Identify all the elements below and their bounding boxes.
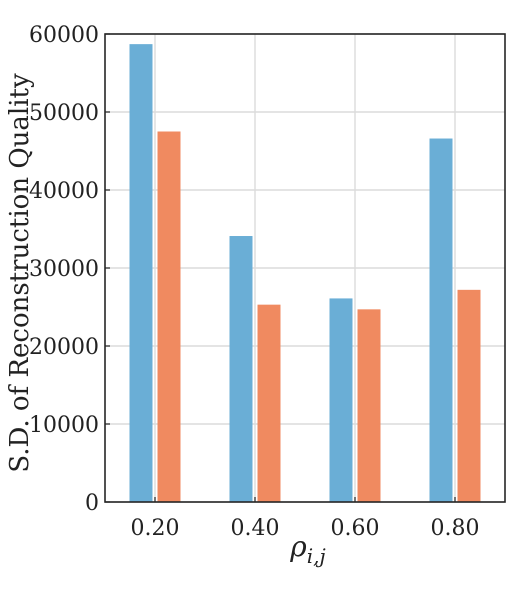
- bar-series1-0.60: [329, 298, 353, 502]
- plot-frame: [104, 33, 506, 503]
- y-tick-label: 30000: [29, 257, 99, 282]
- bar-series2-0.80: [457, 289, 481, 502]
- y-tick-label: 40000: [29, 179, 99, 204]
- x-tick-label: 0.20: [131, 516, 180, 541]
- y-axis-label: S.D. of Reconstruction Quality: [5, 73, 35, 473]
- x-axis-label: ρi,j: [289, 530, 325, 568]
- x-tick-label: 0.60: [331, 516, 380, 541]
- y-tick-label: 50000: [29, 101, 99, 126]
- y-tick-label: 10000: [29, 413, 99, 438]
- bar-series2-0.40: [257, 304, 281, 502]
- y-tick-label: 60000: [29, 23, 99, 48]
- x-tick-label: 0.80: [431, 516, 480, 541]
- y-tick-label: 20000: [29, 335, 99, 360]
- y-tick-labels: 0 10000 20000 30000 40000 50000 60000: [29, 23, 99, 516]
- bars: [129, 44, 481, 502]
- bar-series1-0.80: [429, 138, 453, 502]
- bar-series2-0.20: [157, 131, 181, 502]
- x-tick-labels: 0.20 0.40 0.60 0.80: [131, 516, 480, 541]
- bar-series2-0.60: [357, 309, 381, 502]
- y-tick-label: 0: [85, 491, 99, 516]
- bar-series1-0.20: [129, 44, 153, 502]
- bar-series1-0.40: [229, 236, 253, 502]
- x-tick-label: 0.40: [231, 516, 280, 541]
